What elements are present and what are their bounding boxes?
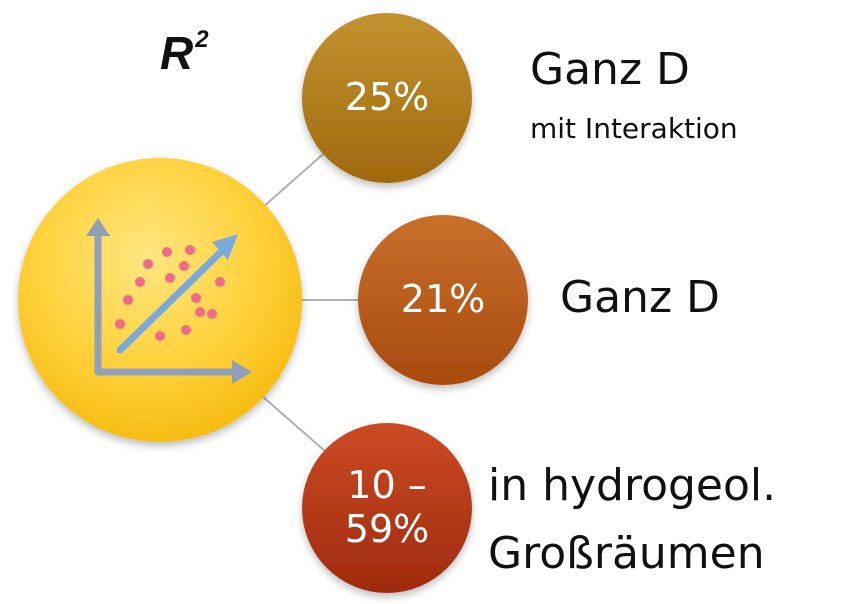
label-1-title: Ganz D — [530, 44, 690, 95]
bubble-2-value: 21% — [400, 277, 486, 322]
label-3-line-2: Großräumen — [488, 528, 765, 579]
value-bubble-3 — [302, 423, 472, 593]
label-1-subtitle: mit Interaktion — [530, 112, 738, 145]
value-bubble-2 — [358, 215, 528, 385]
label-2-title: Ganz D — [560, 272, 720, 323]
r-squared-title: R2 — [160, 26, 209, 79]
connector-line-1 — [261, 147, 331, 209]
scatter-plot-icon — [86, 218, 252, 384]
hub-node — [18, 158, 302, 442]
label-3-line-1: in hydrogeol. — [488, 460, 777, 511]
bubble-1-value: 25% — [344, 75, 430, 120]
bubble-3-value: 10 – 59% — [344, 463, 430, 551]
connector-line-3 — [261, 395, 327, 453]
value-bubble-1 — [302, 13, 472, 183]
